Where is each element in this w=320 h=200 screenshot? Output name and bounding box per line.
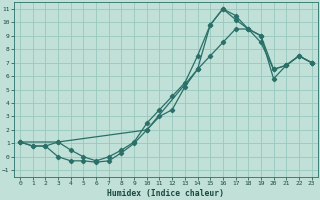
X-axis label: Humidex (Indice chaleur): Humidex (Indice chaleur) bbox=[107, 189, 224, 198]
